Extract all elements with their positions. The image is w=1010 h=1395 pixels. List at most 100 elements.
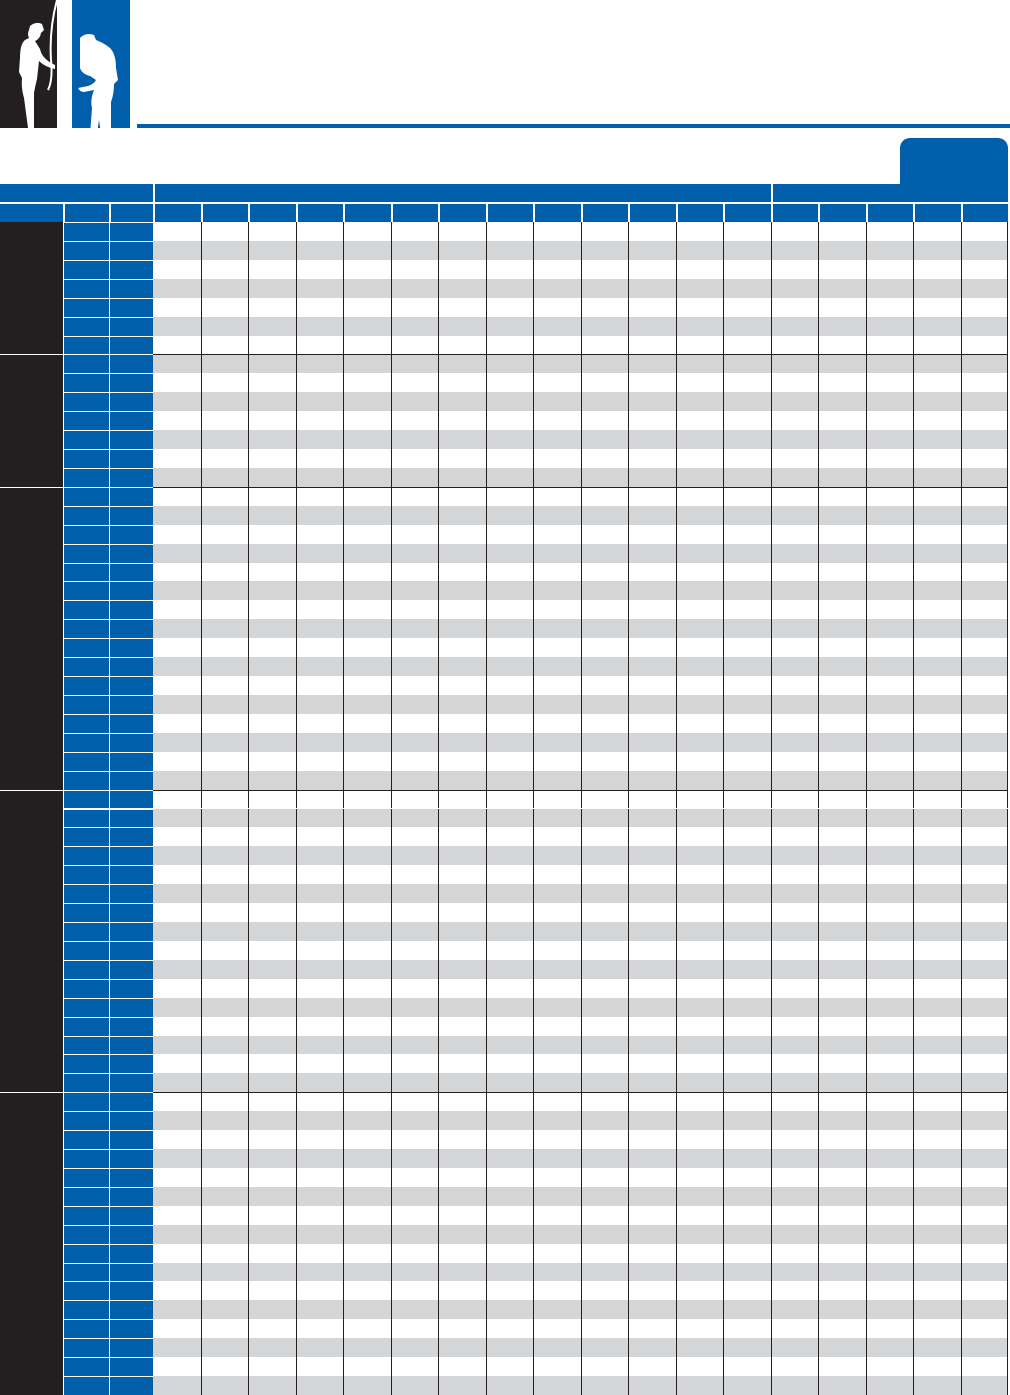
row-key-cell xyxy=(109,430,153,450)
table-cell xyxy=(818,827,866,847)
table-cell xyxy=(485,392,534,412)
table-cell xyxy=(533,751,581,771)
table-cell xyxy=(771,222,819,241)
row-key-cell xyxy=(109,543,153,563)
table-cell xyxy=(248,732,296,752)
table-cell xyxy=(343,581,391,601)
header-group xyxy=(0,184,153,202)
table-cell xyxy=(153,713,201,733)
table-cell xyxy=(913,751,961,771)
table-cell xyxy=(628,808,676,828)
table-cell xyxy=(200,1357,249,1377)
table-cell xyxy=(865,1376,914,1395)
table-cell xyxy=(771,846,819,866)
table-cell xyxy=(580,373,629,393)
table-cell xyxy=(818,1186,866,1206)
table-cell xyxy=(153,676,201,695)
row-key-cell xyxy=(63,865,109,885)
table-cell xyxy=(533,657,581,677)
table-cell xyxy=(628,1054,676,1074)
table-cell xyxy=(485,543,534,563)
row-key-cell xyxy=(63,1319,109,1339)
table-cell xyxy=(533,1281,581,1301)
table-cell xyxy=(818,694,866,714)
row-key-cell xyxy=(109,1016,153,1036)
table-cell xyxy=(343,449,391,468)
table-cell xyxy=(343,524,391,544)
table-cell xyxy=(723,1111,771,1131)
table-cell xyxy=(818,411,866,431)
table-cell xyxy=(248,922,296,941)
column-header xyxy=(200,202,249,222)
table-cell xyxy=(438,1130,486,1150)
table-cell xyxy=(960,1149,1008,1168)
row-key-cell xyxy=(63,449,109,468)
table-cell xyxy=(675,486,724,506)
table-cell xyxy=(628,846,676,866)
table-cell xyxy=(865,335,914,355)
table-cell xyxy=(628,1319,676,1339)
table-cell xyxy=(723,657,771,677)
table-cell xyxy=(723,978,771,998)
table-cell xyxy=(390,1376,439,1395)
row-key-cell xyxy=(109,959,153,979)
table-cell xyxy=(485,373,534,393)
table-cell xyxy=(580,846,629,866)
table-cell xyxy=(818,1035,866,1055)
table-cell xyxy=(913,562,961,582)
table-cell xyxy=(771,259,819,279)
table-cell xyxy=(390,1357,439,1377)
table-cell xyxy=(580,316,629,336)
table-cell xyxy=(153,865,201,885)
table-cell xyxy=(248,1186,296,1206)
table-cell xyxy=(580,1186,629,1206)
table-cell xyxy=(485,449,534,468)
table-cell xyxy=(248,1111,296,1131)
table-cell xyxy=(343,467,391,487)
table-cell xyxy=(865,903,914,922)
table-cell xyxy=(865,1149,914,1168)
table-cell xyxy=(343,865,391,885)
table-cell xyxy=(913,430,961,450)
row-key-cell xyxy=(63,789,109,809)
table-cell xyxy=(200,1149,249,1168)
table-cell xyxy=(771,940,819,960)
table-cell xyxy=(723,354,771,374)
table-cell xyxy=(628,430,676,450)
table-cell xyxy=(628,222,676,241)
table-cell xyxy=(580,430,629,450)
table-cell xyxy=(295,846,344,866)
table-cell xyxy=(818,430,866,450)
table-cell xyxy=(580,1262,629,1282)
table-cell xyxy=(913,1376,961,1395)
table-cell xyxy=(153,1281,201,1301)
table-cell xyxy=(153,657,201,677)
table-cell xyxy=(343,430,391,450)
header-rule xyxy=(137,124,1010,128)
table-cell xyxy=(675,1357,724,1377)
table-cell xyxy=(818,1092,866,1112)
table-cell xyxy=(390,884,439,904)
row-key-cell xyxy=(109,373,153,393)
table-cell xyxy=(438,638,486,658)
table-cell xyxy=(960,1054,1008,1074)
table-cell xyxy=(818,1111,866,1131)
table-cell xyxy=(248,1281,296,1301)
table-cell xyxy=(153,978,201,998)
table-cell xyxy=(960,770,1008,790)
table-cell xyxy=(295,940,344,960)
section-tab xyxy=(900,138,1008,184)
table-cell xyxy=(628,1186,676,1206)
table-cell xyxy=(675,770,724,790)
table-cell xyxy=(248,657,296,677)
row-key-cell xyxy=(109,846,153,866)
table-cell xyxy=(343,297,391,317)
row-key-cell xyxy=(109,1224,153,1244)
table-cell xyxy=(723,411,771,431)
table-cell xyxy=(771,978,819,998)
table-cell xyxy=(343,1262,391,1282)
table-cell xyxy=(580,1111,629,1131)
table-cell xyxy=(200,449,249,468)
table-cell xyxy=(390,1035,439,1055)
table-cell xyxy=(200,1186,249,1206)
